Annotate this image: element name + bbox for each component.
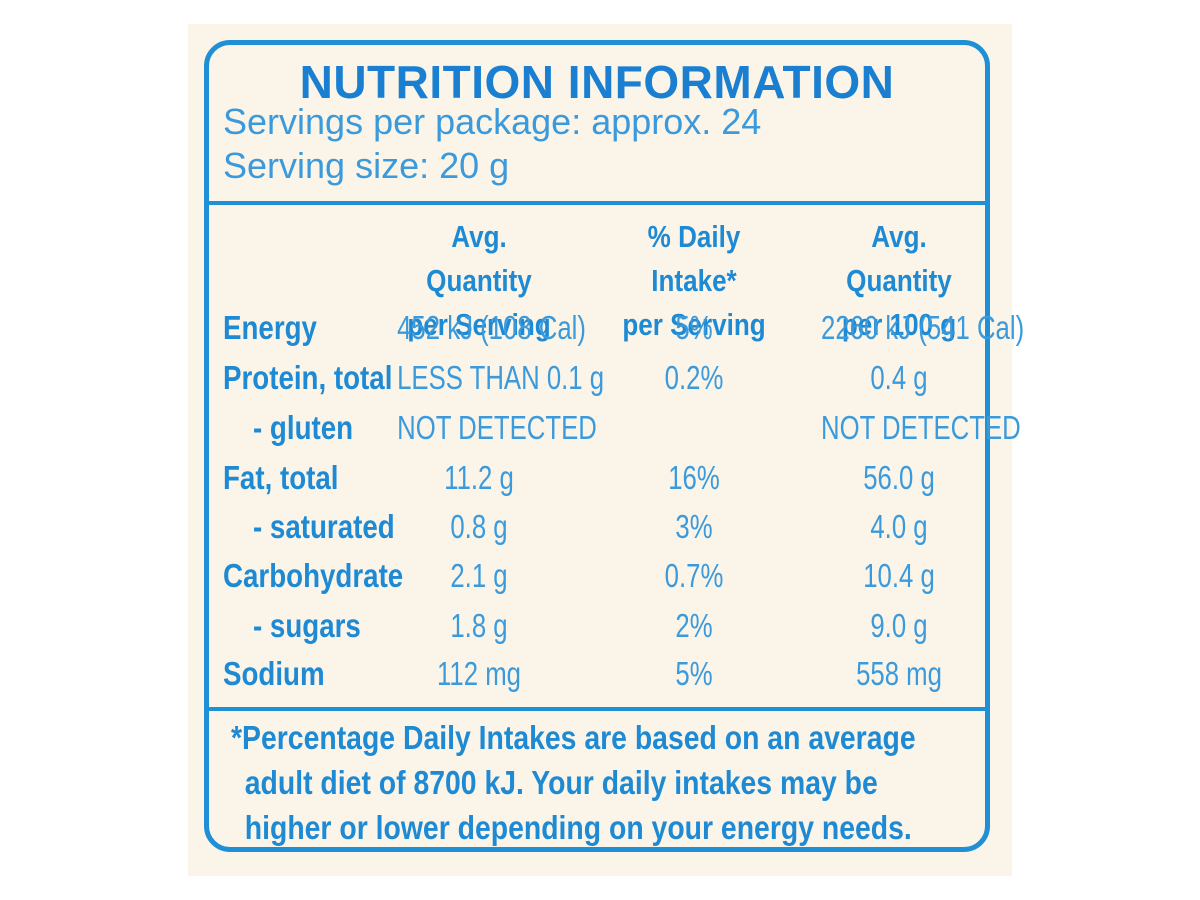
column-header-line: Avg. Quantity bbox=[426, 219, 532, 298]
value-per-100g: 4.0 g bbox=[870, 508, 928, 545]
nutrient-name: - sugars bbox=[253, 607, 361, 644]
nutrient-name: - saturated bbox=[253, 508, 395, 545]
footnote-divider bbox=[209, 707, 985, 711]
value-per-serving: 2.1 g bbox=[450, 557, 508, 594]
servings-per-package: Servings per package: approx. 24 bbox=[223, 101, 762, 142]
nutrient-name: Sodium bbox=[223, 655, 325, 692]
serving-size: Serving size: 20 g bbox=[223, 145, 510, 186]
column-header-line: Avg. Quantity bbox=[846, 219, 952, 298]
table-row: Sodium 112 mg 5% 558 mg bbox=[209, 655, 985, 703]
column-header-per-serving: Avg. Quantity per Serving bbox=[395, 215, 563, 347]
nutrient-name: Fat, total bbox=[223, 459, 339, 496]
table-row: Carbohydrate 2.1 g 0.7% 10.4 g bbox=[209, 557, 985, 605]
footnote: *Percentage Daily Intakes are based on a… bbox=[231, 715, 965, 850]
value-per-serving: LESS THAN 0.1 g bbox=[397, 359, 605, 396]
table-row: Protein, total LESS THAN 0.1 g 0.2% 0.4 … bbox=[209, 359, 985, 407]
value-per-serving: 1.8 g bbox=[450, 607, 508, 644]
label-background bbox=[188, 24, 1012, 876]
value-daily-intake: 0.7% bbox=[664, 557, 724, 594]
value-per-100g: NOT DETECTED bbox=[821, 409, 1021, 446]
column-header-line: % Daily Intake* bbox=[647, 219, 741, 298]
column-header-daily-intake: % Daily Intake* per Serving bbox=[606, 215, 782, 347]
footnote-line: adult diet of 8700 kJ. Your daily intake… bbox=[244, 764, 878, 801]
value-daily-intake: 16% bbox=[668, 459, 720, 496]
column-header-line: per Serving bbox=[622, 307, 766, 342]
value-per-100g: 56.0 g bbox=[863, 459, 935, 496]
value-per-100g: 0.4 g bbox=[870, 359, 928, 396]
value-daily-intake: 0.2% bbox=[664, 359, 724, 396]
value-daily-intake: 5% bbox=[675, 655, 713, 692]
value-daily-intake: 3% bbox=[675, 508, 713, 545]
table-row: - gluten NOT DETECTED NOT DETECTED bbox=[209, 409, 1021, 457]
column-header-per-100g: Avg. Quantity per 100 g bbox=[815, 215, 983, 347]
value-per-100g: 558 mg bbox=[856, 655, 942, 692]
value-per-serving: NOT DETECTED bbox=[397, 409, 597, 446]
value-daily-intake: 2% bbox=[675, 607, 713, 644]
value-per-serving: 112 mg bbox=[437, 655, 521, 692]
footnote-line: *Percentage Daily Intakes are based on a… bbox=[231, 719, 916, 756]
footnote-line: higher or lower depending on your energy… bbox=[244, 809, 912, 846]
nutrient-name: - gluten bbox=[253, 409, 354, 446]
table-row: - saturated 0.8 g 3% 4.0 g bbox=[209, 508, 985, 556]
nutrient-name: Carbohydrate bbox=[223, 557, 404, 594]
column-header-line: per Serving bbox=[407, 307, 551, 342]
value-per-100g: 2260 kJ (541 Cal) bbox=[821, 309, 1025, 346]
nutrition-panel: NUTRITION INFORMATION Servings per packa… bbox=[204, 40, 1025, 852]
value-per-serving: 11.2 g bbox=[444, 459, 514, 496]
column-header-line: per 100 g bbox=[841, 307, 957, 342]
nutrient-name: Energy bbox=[223, 309, 317, 346]
value-per-serving: 452 kJ (108 Cal) bbox=[397, 309, 586, 346]
value-daily-intake: 5% bbox=[675, 309, 713, 346]
value-per-serving: 0.8 g bbox=[450, 508, 508, 545]
value-per-100g: 10.4 g bbox=[863, 557, 935, 594]
header-divider bbox=[209, 201, 985, 205]
table-row: - sugars 1.8 g 2% 9.0 g bbox=[209, 607, 985, 655]
table-row: Energy 452 kJ (108 Cal) 5% 2260 kJ (541 … bbox=[209, 309, 1025, 357]
nutrient-name: Protein, total bbox=[223, 359, 393, 396]
table-row: Fat, total 11.2 g 16% 56.0 g bbox=[209, 459, 985, 507]
panel-title: NUTRITION INFORMATION bbox=[299, 56, 895, 108]
value-per-100g: 9.0 g bbox=[870, 607, 928, 644]
